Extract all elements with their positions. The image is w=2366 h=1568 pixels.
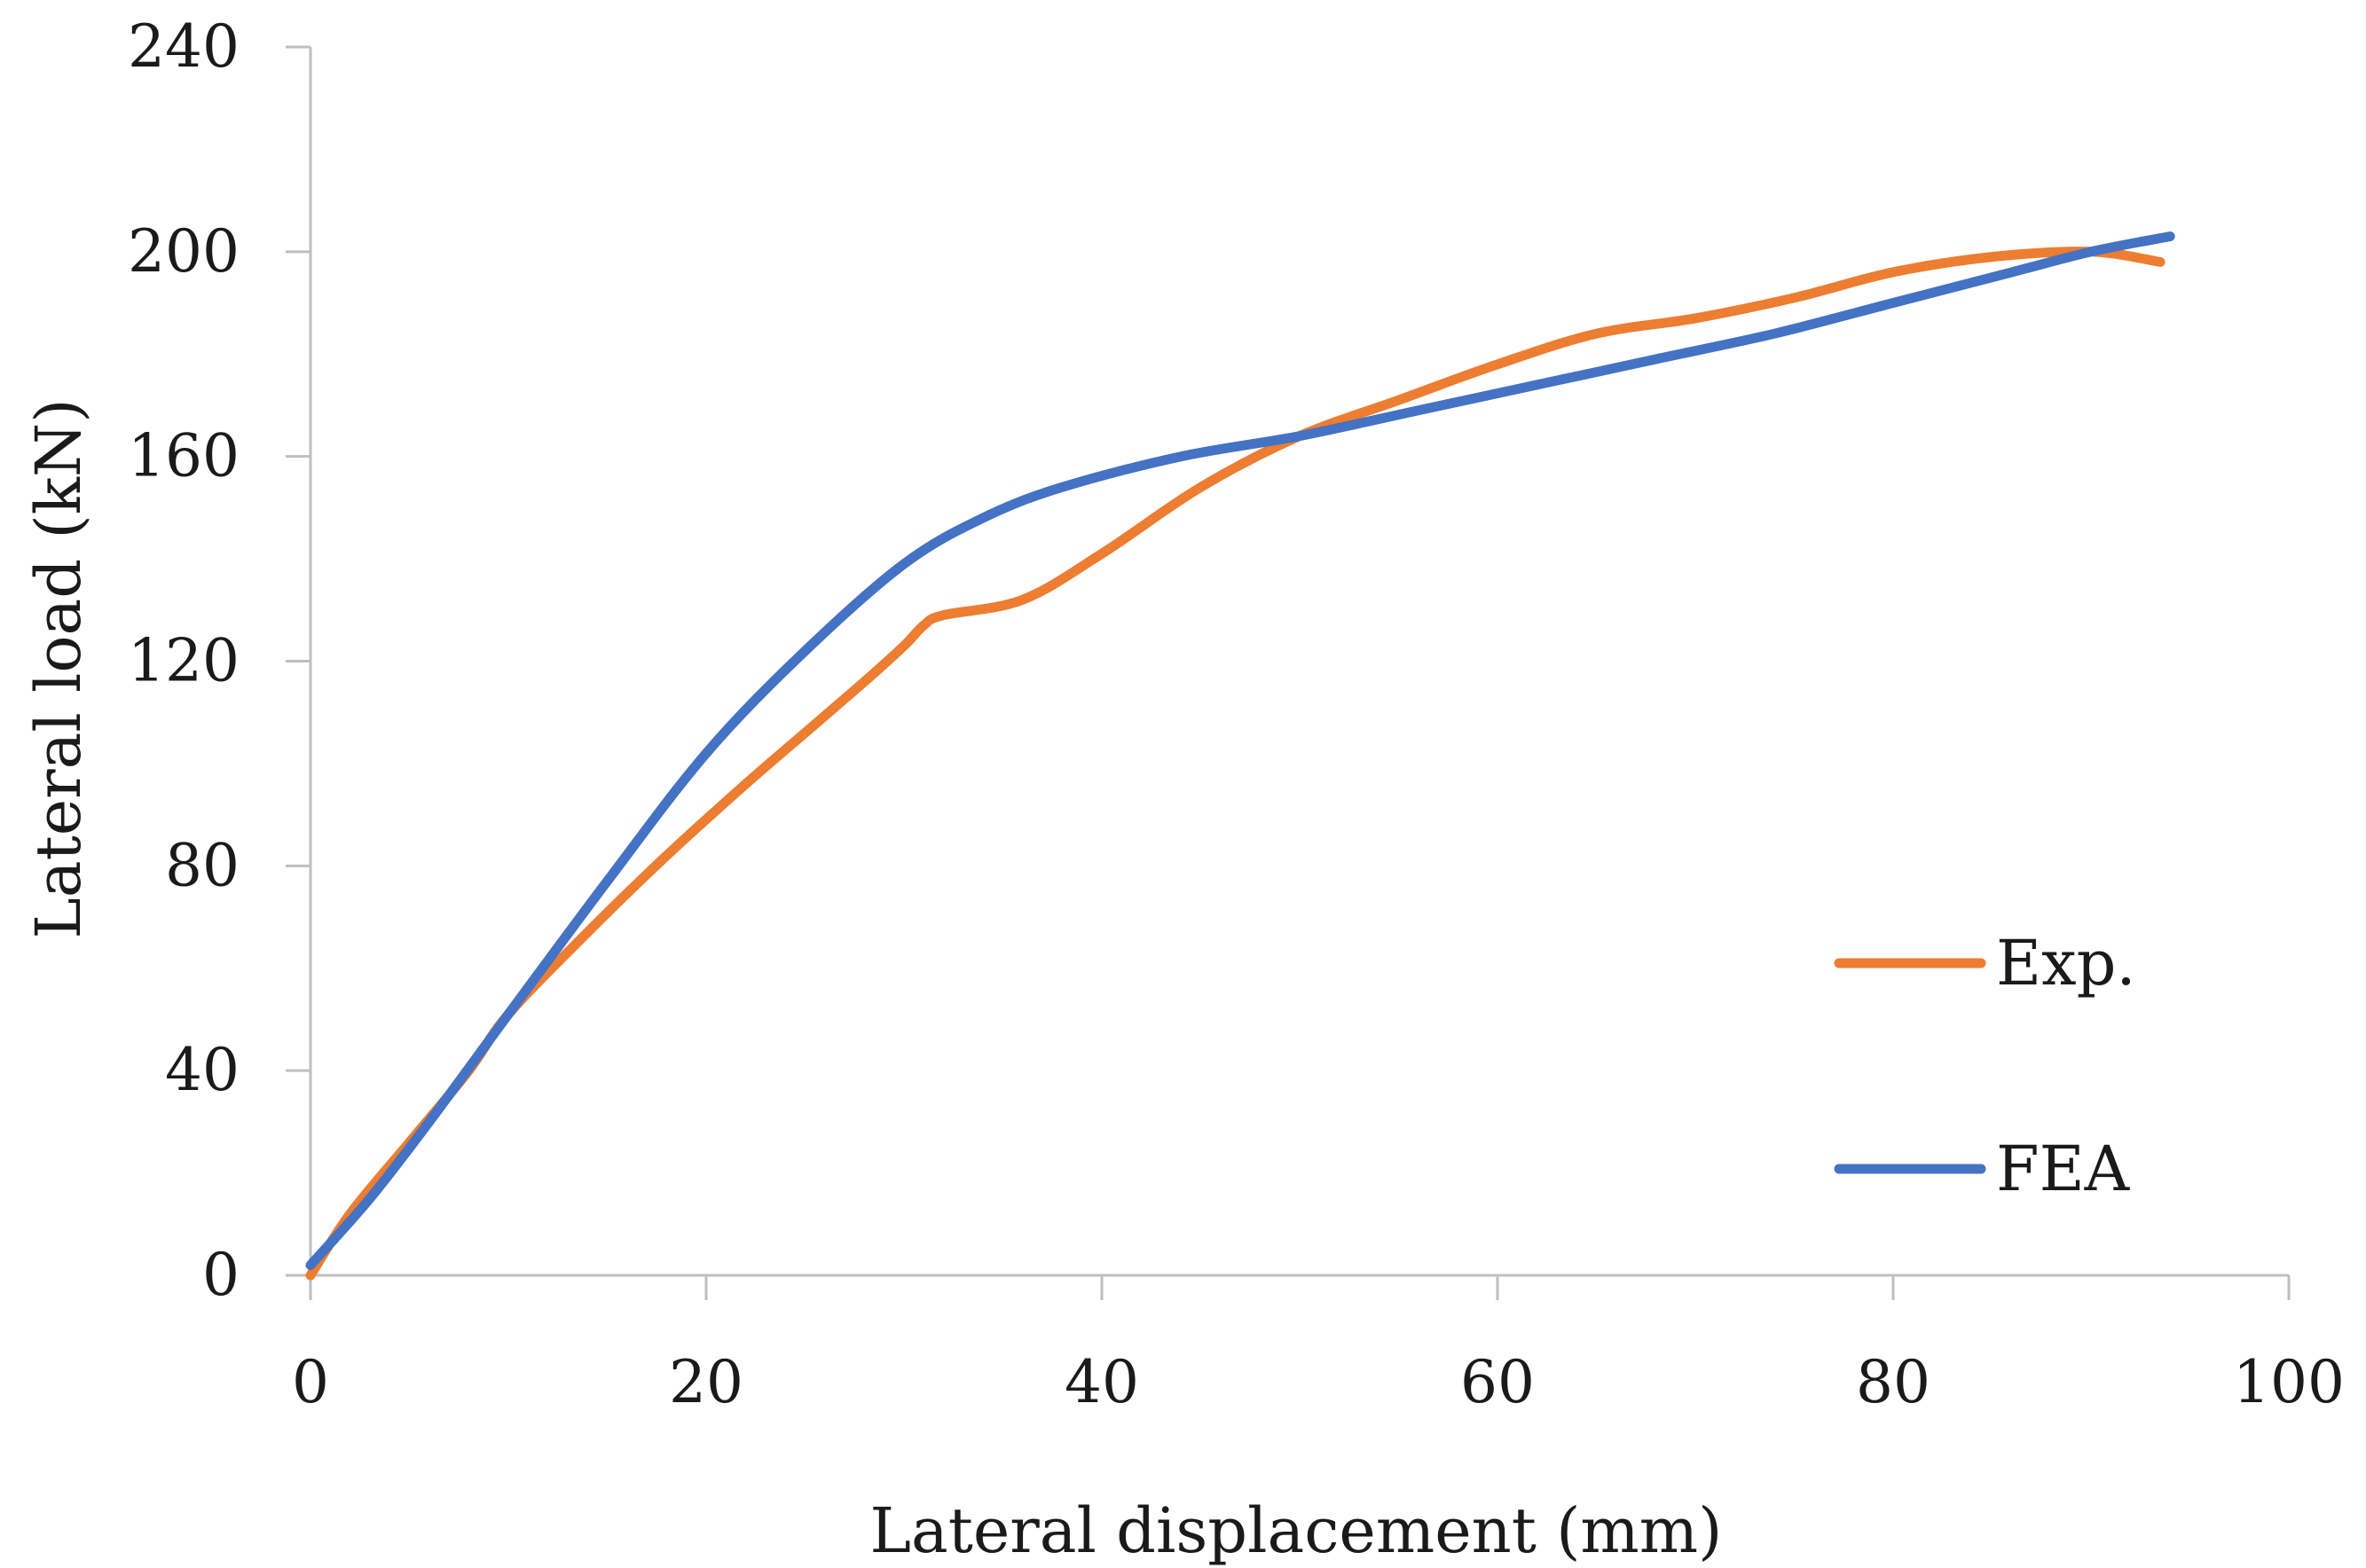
legend-label-exp: Exp. <box>1996 927 2136 1000</box>
x-tick-label: 80 <box>1856 1348 1930 1416</box>
y-tick-label: 200 <box>128 217 240 286</box>
y-tick-label: 0 <box>202 1241 240 1309</box>
y-axis-title: Lateral load (kN) <box>22 398 95 938</box>
x-tick-label: 100 <box>2233 1348 2345 1416</box>
y-tick-label: 80 <box>165 831 240 899</box>
axes: 0 40 80 120 160 200 240 0 20 40 60 80 100 <box>128 12 2345 1416</box>
y-tick-label: 120 <box>128 627 240 695</box>
series-line-fea <box>305 231 2175 1270</box>
y-tick-label: 240 <box>128 12 240 81</box>
x-tick-label: 20 <box>669 1348 743 1416</box>
x-tick-label: 60 <box>1460 1348 1535 1416</box>
y-tick-label: 160 <box>128 422 240 490</box>
series-line-exp <box>305 247 2166 1281</box>
x-tick-label: 0 <box>292 1348 329 1416</box>
legend: Exp. FEA <box>1834 927 2136 1205</box>
plot-series <box>305 231 2175 1281</box>
y-tick-label: 40 <box>165 1036 240 1104</box>
legend-label-fea: FEA <box>1996 1133 2131 1205</box>
x-axis-title: Lateral displacement (mm) <box>870 1494 1723 1567</box>
x-tick-label: 40 <box>1065 1348 1139 1416</box>
